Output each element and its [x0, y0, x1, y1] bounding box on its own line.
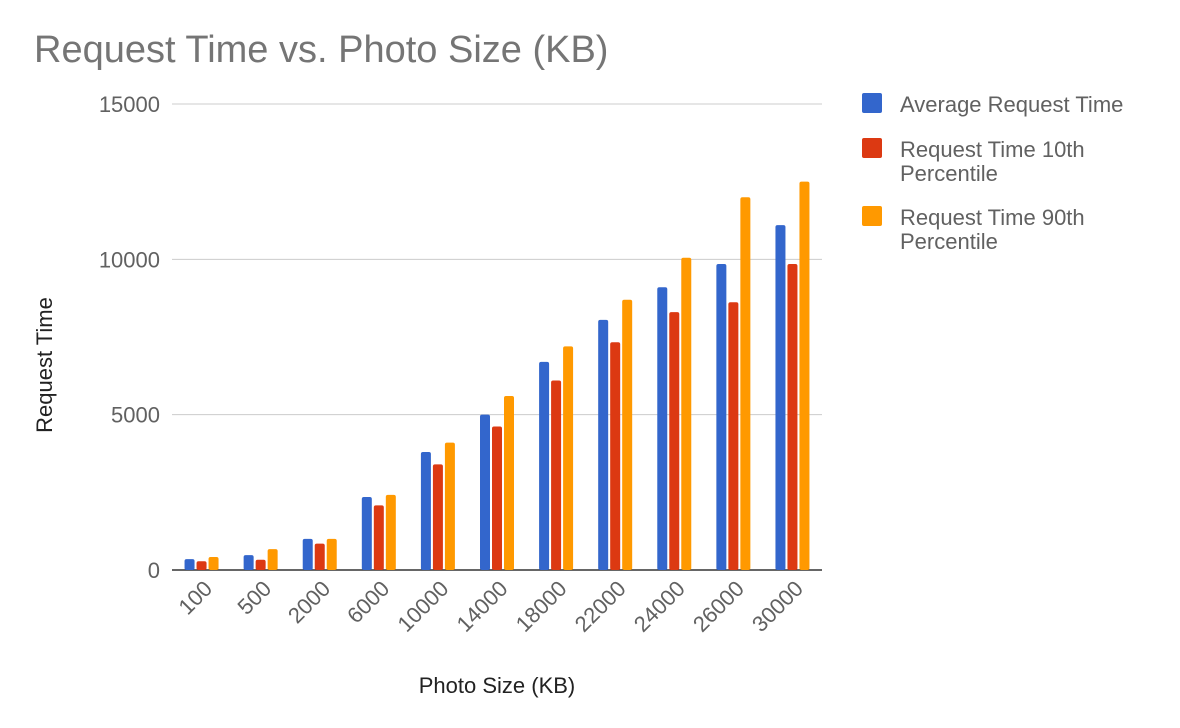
- bar-2-100: [196, 561, 207, 570]
- x-tick-label: 14000: [452, 576, 513, 637]
- bar-3-14000: [504, 396, 514, 570]
- x-tick-label: 500: [233, 576, 277, 620]
- bar-3-24000: [681, 257, 692, 570]
- bar-1-100: [184, 559, 195, 570]
- x-tick-label: 10000: [393, 576, 454, 637]
- x-tick-label: 100: [173, 576, 217, 620]
- bar-3-2000: [326, 538, 337, 570]
- bar-2-24000: [669, 312, 680, 570]
- x-axis-label: Photo Size (KB): [419, 673, 576, 698]
- chart-title: Request Time vs. Photo Size (KB): [34, 29, 608, 71]
- bar-2-22000: [610, 342, 621, 570]
- legend-swatch-2: [862, 138, 882, 158]
- bar-2-30000: [787, 263, 798, 570]
- bar-3-6000: [385, 494, 396, 570]
- y-tick-label: 10000: [99, 247, 160, 272]
- legend-swatch-1: [862, 93, 882, 113]
- bar-1-500: [243, 555, 254, 570]
- x-tick-label: 18000: [511, 576, 572, 637]
- y-tick-label: 5000: [111, 403, 160, 428]
- x-tick-label: 2000: [283, 576, 335, 628]
- x-tick-label: 22000: [570, 576, 631, 637]
- y-axis-label: Request Time: [32, 297, 57, 433]
- bar-3-22000: [622, 299, 633, 570]
- bar-3-18000: [563, 346, 574, 570]
- legend-swatch-3: [862, 206, 882, 226]
- legend-label-1: Average Request Time: [900, 92, 1123, 117]
- y-axis-ticks: 0 5000 10000 15000: [99, 92, 160, 583]
- legend: Average Request Time Request Time 10th Per…: [862, 92, 1123, 254]
- bar-1-30000: [775, 225, 786, 570]
- bar-2-18000: [551, 380, 562, 570]
- bar-2-10000: [432, 464, 443, 570]
- bar-3-500: [267, 549, 278, 570]
- bar-3-30000: [799, 181, 810, 570]
- bars: [184, 181, 810, 570]
- bar-1-10000: [420, 451, 431, 570]
- x-tick-label: 26000: [688, 576, 749, 637]
- bar-2-2000: [314, 543, 325, 570]
- bar-2-500: [255, 559, 266, 570]
- bar-1-18000: [539, 361, 550, 570]
- legend-label-2: Request Time 10th Percentile: [900, 137, 1085, 186]
- bar-3-100: [208, 556, 219, 570]
- bar-1-24000: [657, 287, 668, 570]
- bar-3-10000: [444, 442, 455, 570]
- x-axis-ticks: 100 500 2000 600010000140001800022000240002…: [173, 576, 808, 637]
- bar-2-26000: [728, 302, 739, 570]
- legend-label-3: Request Time 90th Percentile: [900, 205, 1085, 254]
- bar-1-2000: [302, 538, 313, 570]
- bar-1-6000: [361, 496, 372, 570]
- bar-3-26000: [740, 197, 751, 570]
- y-tick-label: 0: [148, 558, 160, 583]
- bar-1-14000: [480, 414, 490, 570]
- bar-1-26000: [716, 263, 727, 570]
- bar-2-6000: [373, 505, 384, 570]
- bar-1-22000: [598, 319, 609, 570]
- x-tick-label: 6000: [342, 576, 394, 628]
- x-tick-label: 30000: [747, 576, 808, 637]
- x-tick-label: 24000: [629, 576, 690, 637]
- bar-2-14000: [492, 426, 502, 570]
- y-tick-label: 15000: [99, 92, 160, 117]
